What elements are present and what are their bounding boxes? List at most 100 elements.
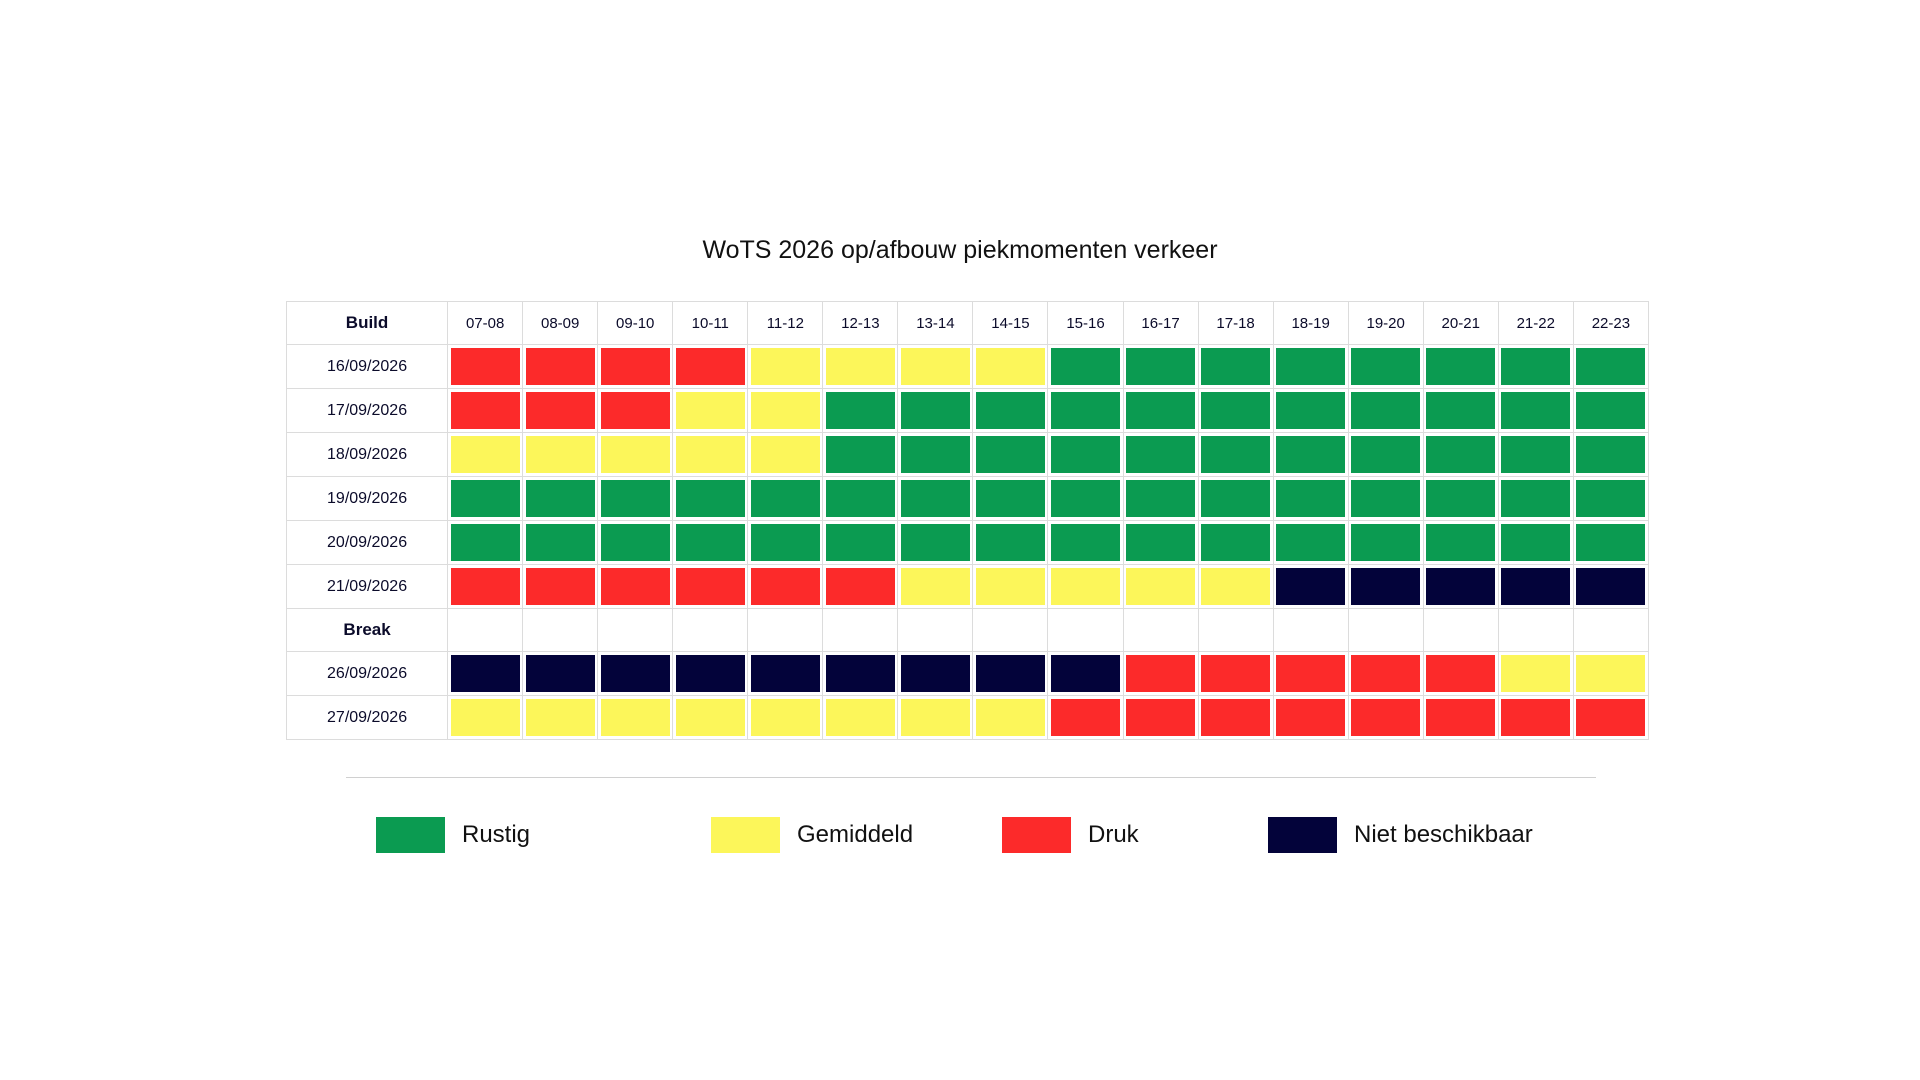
heatmap-swatch-rustig: [750, 480, 820, 517]
heatmap-cell: [747, 608, 824, 652]
heatmap-cell: [1047, 564, 1124, 609]
heatmap-swatch-rustig: [1426, 392, 1496, 429]
column-header: 10-11: [672, 301, 749, 345]
heatmap-cell: [1197, 520, 1274, 565]
row-label: 21/09/2026: [285, 564, 449, 609]
heatmap-swatch-rustig: [600, 480, 670, 517]
heatmap-cell: [1347, 388, 1424, 433]
table-row: 26/09/2026: [285, 651, 1650, 696]
heatmap-cell: [972, 608, 1049, 652]
heatmap-swatch-rustig: [825, 524, 895, 561]
heatmap-swatch-druk: [600, 392, 670, 429]
heatmap-cell: [1122, 476, 1199, 521]
heatmap-swatch-rustig: [1126, 392, 1196, 429]
heatmap-swatch-gemiddeld: [750, 392, 820, 429]
legend-swatch: [1002, 817, 1071, 853]
heatmap-cell: [447, 608, 524, 652]
heatmap-cell: [522, 695, 599, 740]
heatmap-swatch-gemiddeld: [450, 436, 520, 473]
heatmap-swatch-druk: [675, 348, 745, 385]
heatmap-swatch-rustig: [900, 524, 970, 561]
heatmap-swatch-gemiddeld: [900, 699, 970, 736]
heatmap-swatch-rustig: [1501, 392, 1571, 429]
heatmap-cell: [1047, 695, 1124, 740]
column-header: 18-19: [1272, 301, 1349, 345]
heatmap-swatch-niet: [1501, 568, 1571, 605]
heatmap-swatch-rustig: [1576, 480, 1646, 517]
heatmap-cell: [1497, 651, 1574, 696]
heatmap-cell: [897, 388, 974, 433]
heatmap-swatch-druk: [1276, 699, 1346, 736]
column-header: 08-09: [522, 301, 599, 345]
heatmap-cell: [1272, 476, 1349, 521]
heatmap-cell: [447, 476, 524, 521]
heatmap-cell: [1422, 651, 1499, 696]
heatmap-cell: [1047, 651, 1124, 696]
heatmap-cell: [747, 520, 824, 565]
heatmap-cell: [1272, 608, 1349, 652]
heatmap-cell: [747, 344, 824, 389]
heatmap-cell: [747, 476, 824, 521]
heatmap-swatch-rustig: [1051, 524, 1120, 561]
table-row: 18/09/2026: [285, 432, 1650, 477]
heatmap-cell: [597, 695, 674, 740]
heatmap-cell: [747, 388, 824, 433]
heatmap-cell: [1572, 608, 1650, 652]
heatmap-swatch-niet: [525, 655, 595, 692]
heatmap-swatch-rustig: [1276, 348, 1346, 385]
heatmap-cell: [1122, 695, 1199, 740]
heatmap-cell: [1272, 564, 1349, 609]
heatmap-swatch-rustig: [825, 436, 895, 473]
heatmap-swatch-rustig: [1501, 524, 1571, 561]
heatmap-swatch-rustig: [900, 436, 970, 473]
heatmap-swatch-rustig: [1051, 348, 1120, 385]
heatmap-swatch-rustig: [1351, 524, 1421, 561]
heatmap-swatch-niet: [1276, 568, 1346, 605]
legend-divider: [346, 777, 1596, 778]
heatmap-swatch-rustig: [975, 436, 1045, 473]
heatmap-swatch-niet: [1426, 568, 1496, 605]
heatmap-cell: [1047, 344, 1124, 389]
heatmap-cell: [822, 608, 899, 652]
heatmap-swatch-rustig: [975, 480, 1045, 517]
table-row: 16/09/2026: [285, 344, 1650, 389]
header-row: Build 07-08 08-09 09-10 10-11 11-12 12-13 13-14…: [285, 301, 1650, 345]
heatmap-cell: [1347, 564, 1424, 609]
heatmap-cell: [447, 388, 524, 433]
heatmap-swatch-rustig: [600, 524, 670, 561]
heatmap-cell: [1497, 564, 1574, 609]
heatmap-cell: [672, 520, 749, 565]
heatmap-cell: [597, 432, 674, 477]
heatmap-swatch-gemiddeld: [525, 436, 595, 473]
heatmap-swatch-rustig: [1051, 480, 1120, 517]
heatmap-cell: [897, 476, 974, 521]
heatmap-cell: [822, 432, 899, 477]
heatmap-swatch-rustig: [1126, 524, 1196, 561]
heatmap-swatch-rustig: [750, 524, 820, 561]
legend-item-druk: Druk: [1002, 817, 1139, 853]
heatmap-swatch-rustig: [1351, 392, 1421, 429]
heatmap-cell: [447, 520, 524, 565]
heatmap-swatch-gemiddeld: [1201, 568, 1271, 605]
table-row: Break: [285, 608, 1650, 652]
heatmap-swatch-gemiddeld: [825, 699, 895, 736]
heatmap-cell: [1572, 695, 1650, 740]
heatmap-cell: [1347, 344, 1424, 389]
chart-title: WoTS 2026 op/afbouw piekmomenten verkeer: [702, 236, 1218, 264]
heatmap-swatch-niet: [900, 655, 970, 692]
heatmap-cell: [1347, 432, 1424, 477]
heatmap-cell: [1347, 695, 1424, 740]
heatmap-cell: [972, 564, 1049, 609]
heatmap-cell: [1197, 651, 1274, 696]
heatmap-swatch-druk: [525, 348, 595, 385]
heatmap-cell: [597, 388, 674, 433]
row-label: 19/09/2026: [285, 476, 449, 521]
heatmap-swatch-druk: [1426, 655, 1496, 692]
heatmap-swatch-druk: [1501, 699, 1571, 736]
heatmap-swatch-druk: [1276, 655, 1346, 692]
heatmap-swatch-rustig: [1576, 348, 1646, 385]
heatmap-swatch-rustig: [1426, 348, 1496, 385]
heatmap-swatch-druk: [450, 392, 520, 429]
heatmap-swatch-rustig: [1576, 436, 1646, 473]
heatmap-cell: [597, 564, 674, 609]
